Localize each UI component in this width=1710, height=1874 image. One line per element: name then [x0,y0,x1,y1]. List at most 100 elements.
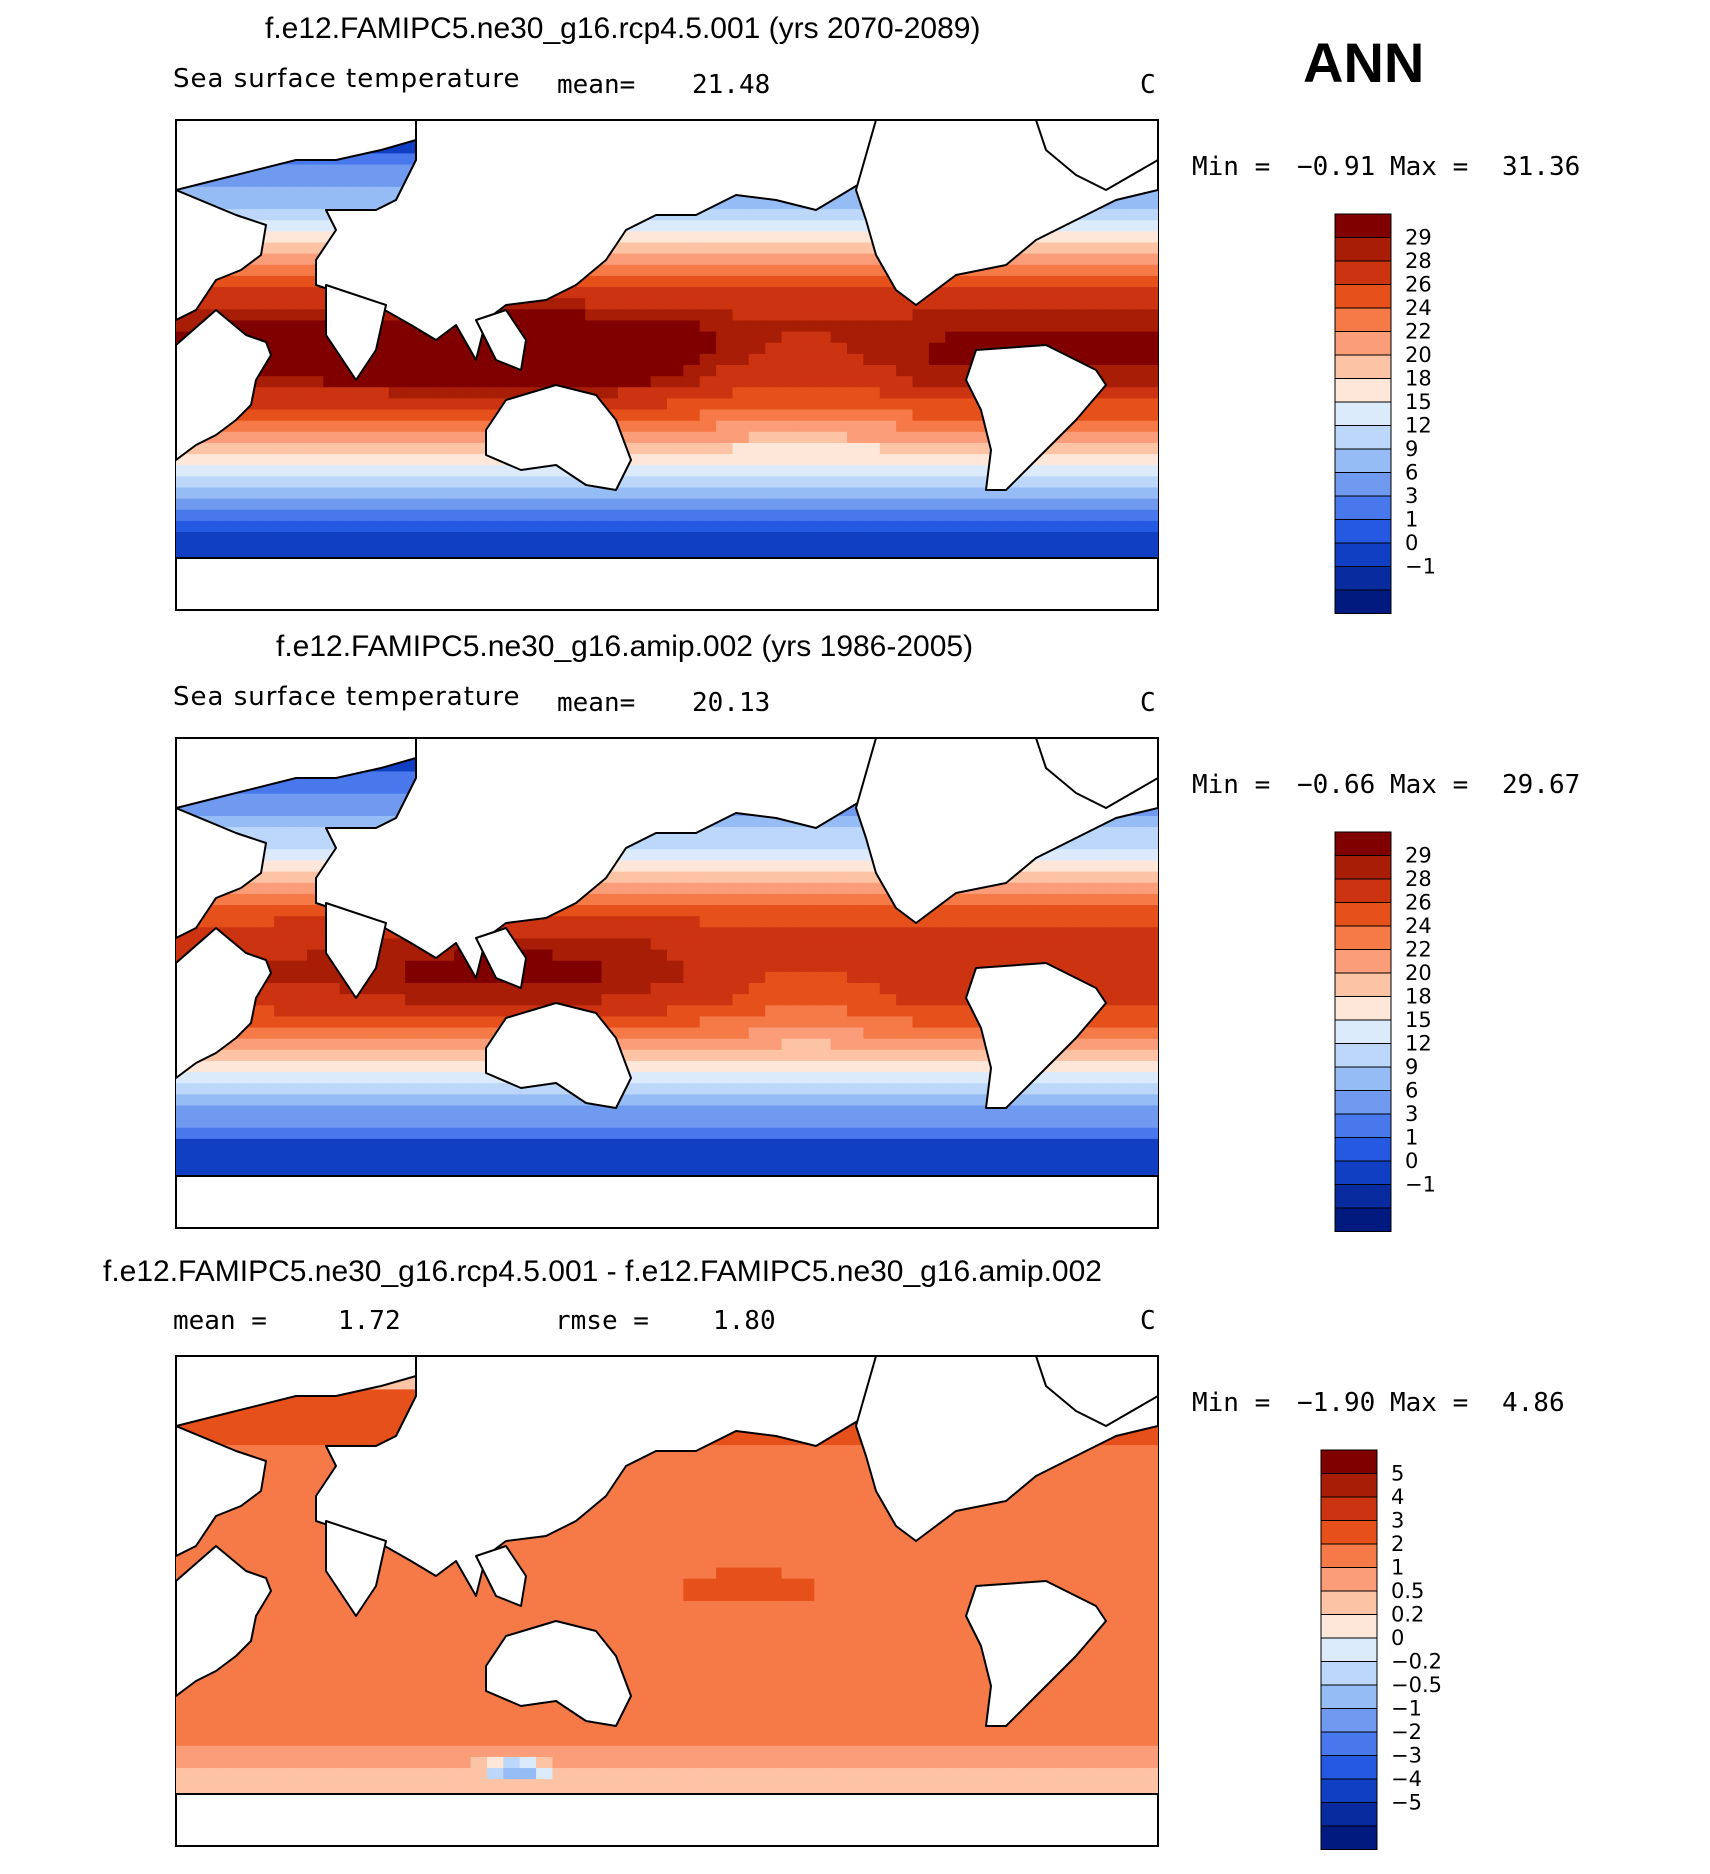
sst-cell [847,1016,864,1029]
sst-cell [961,1049,979,1062]
sst-cell [372,487,390,500]
colorbar-swatch [1334,331,1392,356]
sst-cell [503,983,521,995]
sst-cell [1092,1083,1110,1095]
sst-cell [699,960,717,973]
sst-cell [699,1027,717,1040]
sst-cell [519,498,537,511]
sst-cell [470,994,488,1006]
sst-cell [1092,849,1110,862]
sst-cell [241,264,259,277]
sst-cell [830,476,848,489]
sst-cell [683,971,701,984]
sst-cell [634,465,652,477]
land-greenland [1035,120,1158,191]
sst-cell [257,231,275,244]
sst-cell [994,532,1012,544]
sst-cell [274,782,292,795]
sst-cell [863,1083,881,1095]
sst-cell [176,1150,193,1162]
sst-cell [552,320,570,333]
sst-cell [421,1127,439,1140]
sst-cell [699,465,717,477]
sst-cell [192,520,210,533]
sst-cell [519,994,537,1006]
sst-cell [765,220,783,232]
sst-cell [1125,1016,1143,1029]
sst-cell [601,949,619,962]
sst-cell [1108,1060,1126,1073]
sst-cell [879,331,897,344]
sst-cell [225,1105,243,1118]
sst-cell [290,994,308,1006]
sst-cell [486,1127,504,1140]
sst-cell [241,209,259,221]
sst-cell [388,164,406,177]
sst-cell [634,849,652,862]
sst-cell [486,543,504,555]
sst-cell [503,543,521,555]
sst-cell [732,409,750,422]
sst-cell [290,365,308,377]
sst-cell [748,220,766,232]
sst-cell [961,431,979,444]
sst-cell [797,309,815,322]
sst-cell [699,938,717,951]
sst-cell [945,431,963,444]
sst-cell [1076,442,1094,455]
sst-cell [1125,287,1143,299]
colorbar-tick-label: −1 [1405,555,1436,579]
sst-cell [568,298,586,310]
colorbar-tick-label: 24 [1405,296,1432,320]
sst-cell [863,376,881,388]
sst-cell [650,454,668,466]
sst-cell [339,509,357,522]
sst-cell [486,1150,504,1162]
sst-cell [716,365,734,377]
sst-cell [765,1072,783,1084]
sst-cell [1108,1094,1126,1107]
sst-cell [356,994,373,1006]
sst-cell [1141,1005,1158,1018]
sst-cell [274,264,292,277]
sst-cell [405,153,423,166]
sst-cell [421,971,439,984]
sst-cell [1125,1049,1143,1062]
sst-cell [290,532,308,544]
sst-cell [847,960,864,973]
sst-cell [879,320,897,333]
sst-cell [1108,1038,1126,1051]
sst-cell [405,142,423,155]
sst-cell [552,331,570,344]
sst-cell [830,827,848,839]
sst-cell [1059,1127,1077,1140]
sst-cell [748,331,766,344]
sst-cell [601,882,619,895]
sst-cell [290,398,308,411]
sst-cell [732,376,750,388]
sst-cell [1125,220,1143,232]
sst-cell [716,465,734,477]
sst-cell [306,1016,324,1029]
sst-cell [339,1138,357,1151]
sst-cell [257,264,275,277]
sst-cell [421,465,439,477]
sst-cell [339,498,357,511]
sst-cell [339,175,357,188]
sst-cell [781,971,799,984]
sst-cell [306,409,324,422]
colorbar-swatch [1334,542,1392,567]
sst-cell [732,242,750,255]
sst-cell [1092,905,1110,917]
sst-cell [732,960,750,973]
sst-cell [650,431,668,444]
sst-cell [208,186,226,199]
sst-cell [552,983,570,995]
sst-cell [519,949,537,962]
sst-cell [454,465,472,477]
sst-cell [388,353,406,366]
sst-cell [372,1150,390,1162]
sst-cell [274,175,292,188]
sst-cell [650,871,668,884]
sst-cell [290,1016,308,1029]
